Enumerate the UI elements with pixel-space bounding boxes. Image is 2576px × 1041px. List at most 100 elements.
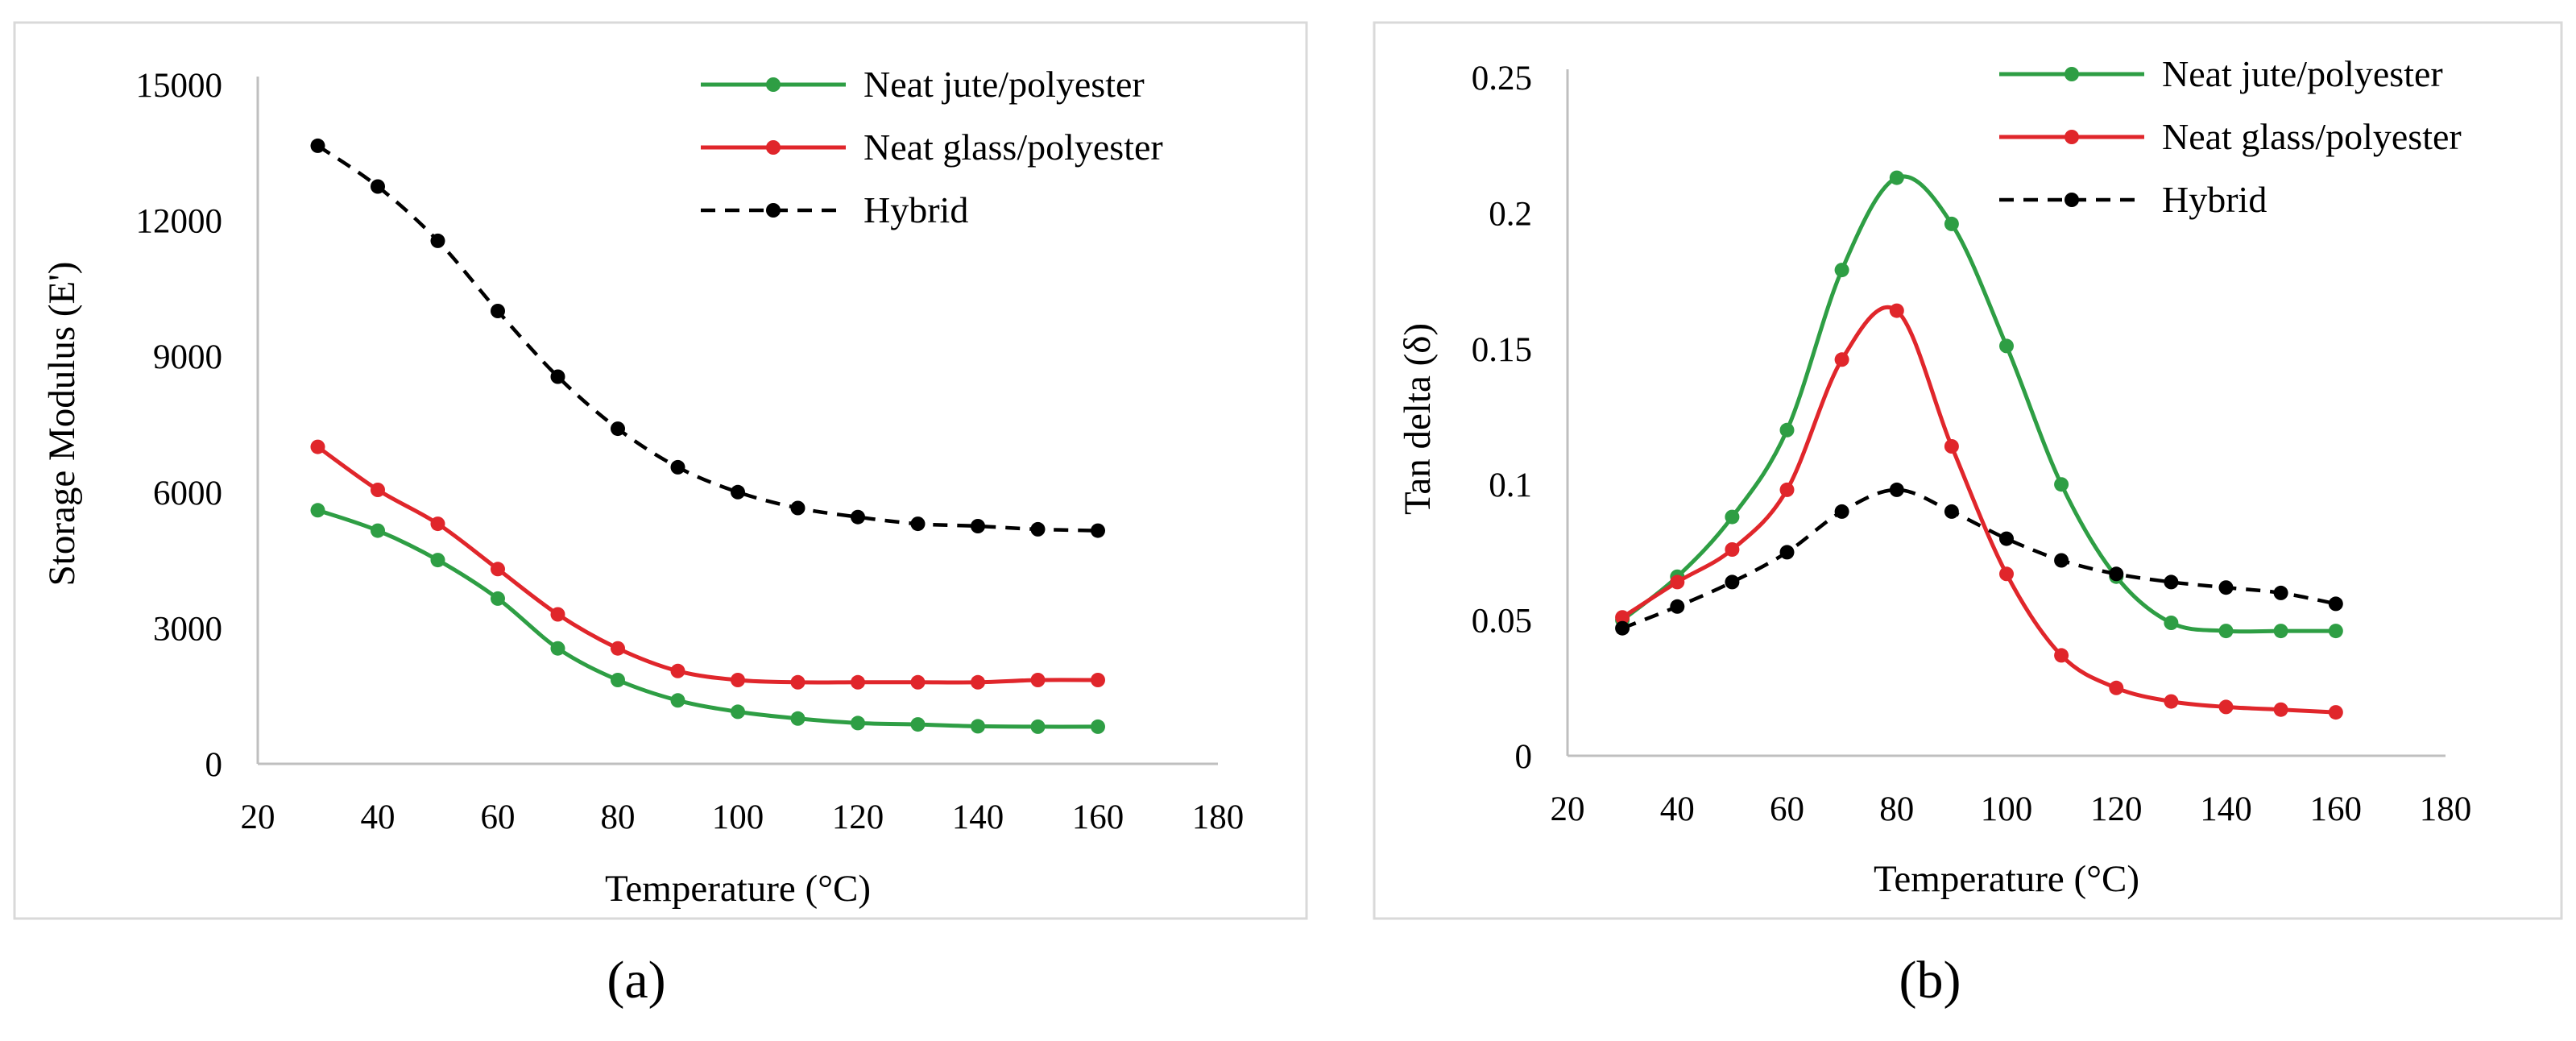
panel-b-data-point-hybrid [2054,553,2069,568]
panel-b-data-point-glass [2328,705,2343,720]
panel-b-y-tick-label: 0.05 [1472,603,1532,641]
panel-a-data-point-glass [371,483,385,497]
panel-b-x-tick-label: 120 [2090,790,2143,828]
panel-b-legend-marker-jute [2065,67,2079,81]
panel-a-x-tick-label: 60 [481,798,516,836]
panel-b-y-tick-label: 0.15 [1472,331,1532,369]
panel-a-data-point-jute [971,719,985,734]
panel-a-y-tick-label: 15000 [136,67,223,105]
panel-b-x-tick-label: 100 [1981,790,2033,828]
panel-a-x-tick-label: 180 [1192,798,1245,836]
panel-a-data-point-hybrid [910,516,926,532]
panel-b-data-point-hybrid [2328,596,2343,612]
panel-b-x-tick-label: 180 [2420,790,2472,828]
panel-a-x-tick-label: 100 [712,798,764,836]
panel-a-data-point-hybrid [1091,523,1105,538]
panel-a-legend-marker-jute [766,77,781,92]
panel-a-y-tick-label: 9000 [153,338,222,376]
panel-a-data-point-hybrid [1030,521,1046,537]
panel-b-data-point-hybrid [1779,545,1795,560]
panel-b-data-point-glass [1725,542,1740,557]
panel-b-y-tick-label: 0.1 [1489,467,1532,504]
panel-b-x-tick-label: 140 [2200,790,2252,828]
panel-a-legend-label-hybrid: Hybrid [863,189,968,230]
panel-b-data-point-glass [2164,694,2179,709]
panel-b-x-axis-label: Temperature (°C) [1874,858,2139,900]
panel-a-data-point-glass [430,516,445,532]
panel-b-data-point-hybrid [2109,566,2124,582]
panel-b-y-axis-label: Tan delta (δ) [1397,323,1439,515]
panel-a-data-point-jute [1091,719,1105,734]
panel-b-caption: (b) [1899,951,1961,1010]
panel-b-legend-label-hybrid: Hybrid [2162,179,2267,220]
panel-a-data-point-glass [611,641,625,656]
panel-b-legend-label-jute: Neat jute/polyester [2162,53,2443,94]
panel-b-legend-label-glass: Neat glass/polyester [2162,116,2462,157]
panel-a-x-tick-label: 160 [1072,798,1124,836]
panel-b-data-point-jute [1725,509,1740,525]
panel-b-y-tick-label: 0.25 [1472,60,1532,97]
panel-a-data-point-jute [371,523,385,538]
panel-b-x-tick-label: 60 [1770,790,1804,828]
panel-b-legend-marker-hybrid [2065,193,2079,207]
panel-b-x-tick-label: 160 [2310,790,2363,828]
panel-b-data-point-jute [1779,422,1795,438]
panel-b-data-point-jute [1889,170,1904,185]
panel-b-data-point-hybrid [2273,585,2288,600]
panel-a-data-point-hybrid [310,138,325,153]
panel-a-legend-marker-hybrid [766,203,781,218]
panel-a-x-tick-label: 120 [832,798,884,836]
panel-a-data-point-hybrid [371,179,385,194]
panel-a-data-point-glass [550,607,565,622]
panel-b-y-tick-label: 0 [1515,738,1533,776]
panel-a-data-point-jute [851,715,865,731]
panel-b-data-point-hybrid [1944,504,1959,519]
panel-a-data-point-glass [1030,673,1046,687]
panel-a-frame [13,21,1308,920]
panel-b-data-point-jute [2218,624,2234,639]
panel-a-series-line-hybrid [317,144,1099,533]
panel-b-data-point-hybrid [1834,504,1849,519]
panel-b-x-tick-label: 40 [1660,790,1695,828]
panel-a-x-tick-label: 140 [952,798,1004,836]
panel-a-data-point-jute [790,711,806,726]
panel-b-data-point-hybrid [2218,580,2234,595]
panel-b-data-point-hybrid [1725,574,1740,590]
panel-a-y-axis-label: Storage Modulus (E') [41,262,83,587]
panel-a-data-point-jute [1030,719,1046,734]
panel-b-data-point-glass [1834,352,1849,367]
panel-a-y-tick-label: 3000 [153,610,222,648]
panel-a-y-tick-label: 0 [205,746,223,784]
panel-a-data-point-jute [731,704,745,720]
panel-a-series-line-jute [317,508,1099,729]
panel-b-data-point-glass [1779,482,1795,497]
panel-a-data-point-glass [790,674,806,690]
panel-a-legend-label-glass: Neat glass/polyester [863,126,1163,168]
panel-a-data-point-glass [731,673,745,687]
panel-a-data-point-glass [910,674,926,690]
panel-a-data-point-jute [611,673,625,687]
panel-b-data-point-glass [1999,566,2014,582]
panel-b-data-point-glass [1670,574,1685,590]
panel-a-y-tick-label: 12000 [136,203,223,241]
panel-a-data-point-hybrid [971,519,985,533]
panel-a-x-tick-label: 80 [601,798,636,836]
panel-a: 20 40 60 80 100 120 140 160 180 0 3000 6000 9000 1200… [13,21,1308,920]
panel-b-data-point-hybrid [1670,599,1685,614]
panel-b-data-point-glass [2109,680,2124,695]
panel-b-data-point-hybrid [1615,620,1630,636]
panel-b-data-point-hybrid [2164,574,2179,590]
panel-b-legend-marker-glass [2065,130,2079,144]
panel-a-y-tick-label: 6000 [153,475,222,512]
panel-b-x-tick-label: 20 [1551,790,1585,828]
panel-a-data-point-jute [910,717,926,732]
panel-b-data-point-hybrid [1999,531,2014,546]
panel-b-data-point-glass [1615,610,1630,625]
panel-a-data-point-jute [430,553,445,568]
panel-a-caption: (a) [607,951,665,1010]
panel-b-data-point-glass [1889,303,1904,318]
panel-a-data-point-glass [310,439,325,454]
panel-b-data-point-glass [2054,648,2069,663]
panel-a-data-point-glass [670,663,685,678]
